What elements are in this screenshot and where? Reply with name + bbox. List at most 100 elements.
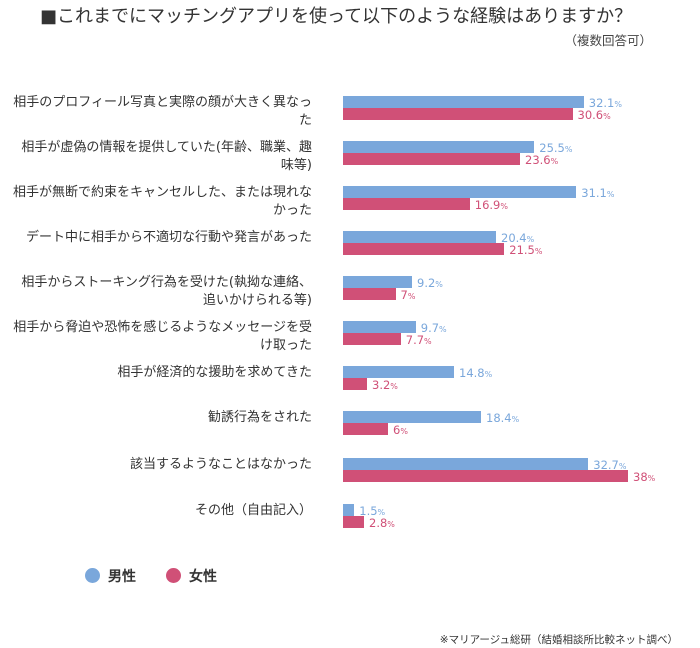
female-bar bbox=[343, 378, 367, 390]
female-bar bbox=[343, 243, 505, 255]
value-number: 9.2 bbox=[417, 276, 436, 290]
male-value-label: 32.7% bbox=[593, 459, 626, 473]
value-number: 1.5 bbox=[359, 504, 378, 518]
category-label: 相手が虚偽の情報を提供していた(年齢、職業、趣味等) bbox=[21, 140, 312, 173]
chart-subtitle: （複数回答可） bbox=[564, 33, 652, 48]
value-unit: % bbox=[606, 190, 615, 199]
value-unit: % bbox=[550, 157, 559, 166]
male-value-label: 9.7% bbox=[421, 322, 447, 336]
value-unit: % bbox=[435, 280, 443, 289]
category-label: 相手から脅迫や恐怖を感じるようなメッセージを受け取った bbox=[13, 320, 312, 353]
category-label: 勧誘行為をされた bbox=[207, 410, 312, 425]
value-number: 20.4 bbox=[501, 231, 527, 245]
category-label: 相手が経済的な援助を求めてきた bbox=[117, 365, 312, 380]
category-label: 相手が無断で約束をキャンセルした、または現れなかった bbox=[12, 185, 312, 218]
legend: 男性 女性 bbox=[85, 566, 217, 586]
value-number: 7.7 bbox=[405, 333, 425, 347]
female-bar bbox=[343, 108, 573, 120]
legend-label-male: 男性 bbox=[108, 569, 136, 585]
male-bar bbox=[343, 231, 496, 243]
female-bar bbox=[343, 516, 364, 528]
value-unit: % bbox=[564, 145, 573, 154]
value-unit: % bbox=[647, 474, 656, 483]
female-bar bbox=[343, 153, 520, 165]
value-unit: % bbox=[614, 100, 622, 109]
male-bar bbox=[343, 186, 577, 198]
value-unit: % bbox=[439, 325, 447, 334]
value-unit: % bbox=[387, 520, 395, 529]
value-unit: % bbox=[400, 427, 408, 436]
male-bar bbox=[343, 504, 355, 516]
female-value-label: 30.6% bbox=[578, 109, 611, 123]
female-value-label: 21.5% bbox=[509, 244, 542, 258]
male-value-label: 18.4% bbox=[486, 412, 519, 426]
female-bar bbox=[343, 198, 470, 210]
legend-swatch-male bbox=[85, 568, 100, 583]
value-number: 7 bbox=[400, 288, 408, 302]
value-number: 31.1 bbox=[581, 186, 607, 200]
value-number: 2.8 bbox=[369, 516, 388, 530]
male-value-label: 25.5% bbox=[539, 142, 572, 156]
value-unit: % bbox=[390, 382, 398, 391]
female-value-label: 6% bbox=[393, 424, 408, 438]
value-unit: % bbox=[500, 202, 508, 211]
category-label: 該当するようなことはなかった bbox=[129, 457, 312, 472]
category-label: デート中に相手から不適切な行動や発言があった bbox=[25, 230, 312, 245]
value-unit: % bbox=[407, 292, 416, 301]
male-bar bbox=[343, 96, 584, 108]
value-number: 25.5 bbox=[539, 141, 565, 155]
category-label: 相手からストーキング行為を受けた(執拗な連絡、追いかけられる等) bbox=[21, 275, 312, 308]
value-number: 30.6 bbox=[577, 108, 604, 122]
value-unit: % bbox=[618, 462, 627, 471]
female-bar bbox=[343, 470, 628, 482]
female-value-label: 7.7% bbox=[406, 334, 432, 348]
male-bar bbox=[343, 411, 481, 423]
female-value-label: 3.2% bbox=[372, 379, 398, 393]
value-number: 32.1 bbox=[588, 96, 615, 110]
value-number: 18.4 bbox=[486, 411, 512, 425]
legend-swatch-female bbox=[166, 568, 181, 583]
category-label: 相手のプロフィール写真と実際の顔が大きく異なった bbox=[13, 95, 312, 128]
value-unit: % bbox=[484, 370, 493, 379]
value-unit: % bbox=[603, 112, 611, 121]
female-bar bbox=[343, 423, 388, 435]
male-value-label: 1.5% bbox=[359, 505, 385, 519]
value-number: 16.9 bbox=[474, 198, 501, 212]
female-bar bbox=[343, 333, 401, 345]
female-value-label: 38% bbox=[633, 471, 655, 485]
value-unit: % bbox=[534, 247, 543, 256]
legend-item-male: 男性 bbox=[85, 566, 136, 586]
value-unit: % bbox=[526, 235, 535, 244]
male-value-label: 32.1% bbox=[589, 97, 622, 111]
value-number: 3.2 bbox=[372, 378, 391, 392]
legend-label-female: 女性 bbox=[189, 569, 217, 585]
source-note: ※マリアージュ総研（結婚相談所比較ネット調べ） bbox=[439, 634, 678, 646]
value-number: 9.7 bbox=[420, 321, 440, 335]
chart-title: ■これまでにマッチングアプリを使って以下のような経験はありますか？ bbox=[40, 6, 633, 27]
female-bar bbox=[343, 288, 396, 300]
male-bar bbox=[343, 458, 589, 470]
value-number: 6 bbox=[393, 423, 401, 437]
value-number: 38 bbox=[633, 470, 648, 484]
female-value-label: 2.8% bbox=[369, 517, 395, 531]
value-number: 14.8 bbox=[459, 366, 485, 380]
male-value-label: 31.1% bbox=[581, 187, 614, 201]
male-bar bbox=[343, 276, 412, 288]
male-bar bbox=[343, 141, 535, 153]
value-unit: % bbox=[511, 415, 520, 424]
value-number: 32.7 bbox=[593, 458, 619, 472]
value-number: 21.5 bbox=[509, 243, 535, 257]
male-bar bbox=[343, 321, 416, 333]
male-value-label: 9.2% bbox=[417, 277, 443, 291]
female-value-label: 23.6% bbox=[525, 154, 558, 168]
value-unit: % bbox=[377, 508, 386, 517]
value-number: 23.6 bbox=[525, 153, 551, 167]
female-value-label: 7% bbox=[401, 289, 416, 303]
male-bar bbox=[343, 366, 454, 378]
category-label: その他（自由記入） bbox=[194, 503, 312, 518]
value-unit: % bbox=[424, 337, 432, 346]
female-value-label: 16.9% bbox=[475, 199, 508, 213]
male-value-label: 14.8% bbox=[459, 367, 492, 381]
male-value-label: 20.4% bbox=[501, 232, 534, 246]
legend-item-female: 女性 bbox=[166, 566, 217, 586]
